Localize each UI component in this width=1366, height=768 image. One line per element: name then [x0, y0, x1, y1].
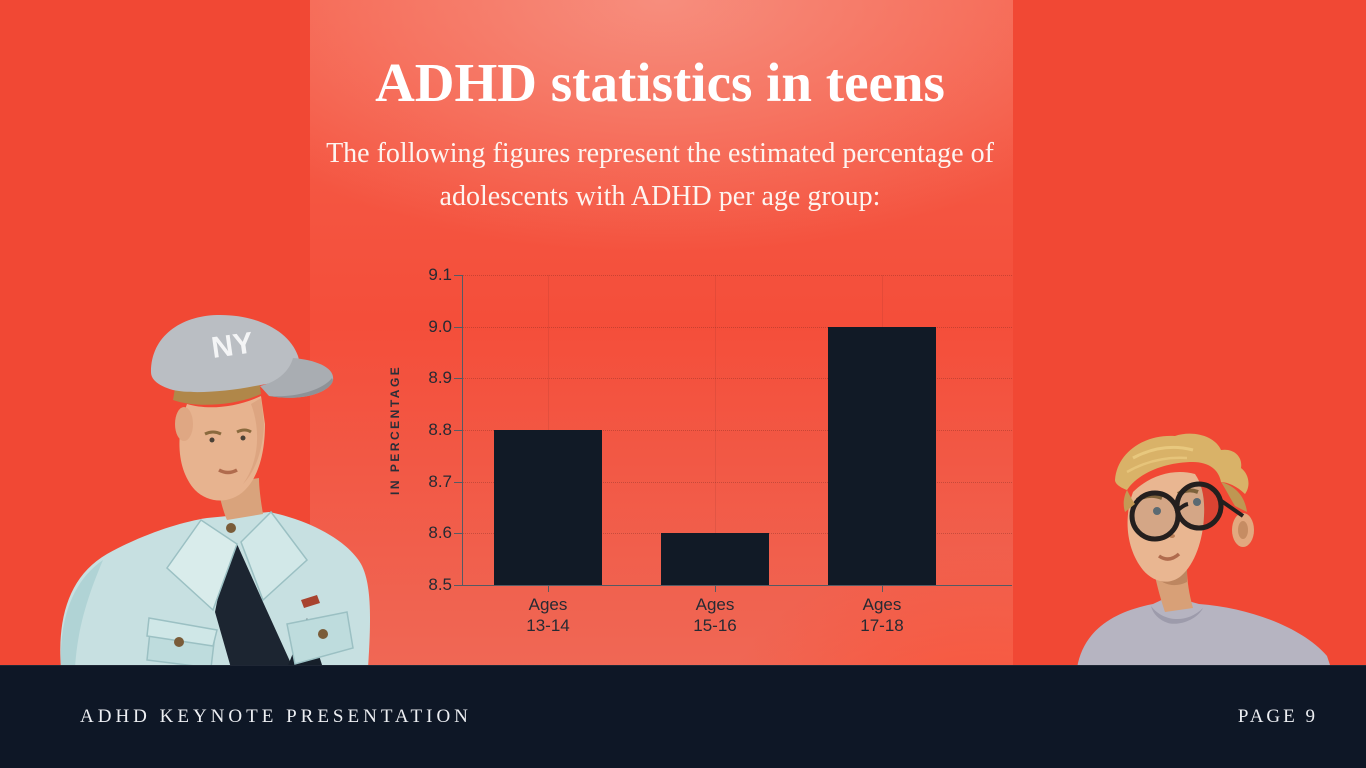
y-axis-line: [462, 275, 463, 586]
svg-text:NY: NY: [209, 326, 255, 364]
y-tick-label: 8.9: [428, 368, 452, 388]
subtitle-line-2: adolescents with ADHD per age group:: [439, 181, 881, 212]
y-tick-label: 8.5: [428, 575, 452, 594]
slide-header: ADHD statistics in teens The following f…: [0, 0, 1320, 218]
right-photo-teen-glasses: [1077, 433, 1331, 668]
y-tick-mark: [454, 481, 462, 483]
y-tick-label: 8.6: [428, 523, 452, 543]
chart-bar: [661, 533, 769, 585]
y-tick-label: 9.1: [428, 265, 452, 284]
chart-bar: [494, 430, 602, 585]
x-tick-label: Ages 13-14: [526, 595, 570, 635]
y-tick-mark: [454, 326, 462, 328]
page-title: ADHD statistics in teens: [375, 52, 945, 113]
y-tick-label: 8.7: [428, 471, 452, 491]
h-gridline: [462, 430, 1012, 431]
x-tick-label: Ages 15-16: [693, 595, 737, 635]
y-tick-mark: [454, 585, 462, 586]
y-tick-mark: [454, 533, 462, 535]
y-axis-title: IN PERCENTAGE: [388, 364, 402, 496]
x-tick-mark: [715, 586, 716, 592]
footer-presentation-title: ADHD KEYNOTE PRESENTATION: [80, 706, 472, 727]
x-tick-mark: [548, 586, 549, 592]
slide-subtitle: The following figures represent the esti…: [0, 132, 1320, 218]
x-tick-mark: [882, 586, 883, 592]
v-gridline: [715, 275, 716, 585]
left-photo-teen-cap: NY: [60, 314, 371, 668]
y-tick-label: 8.8: [428, 420, 452, 439]
chart-bar: [828, 326, 936, 585]
subtitle-line-1: The following figures represent the esti…: [326, 138, 994, 169]
y-tick-mark: [454, 430, 462, 431]
x-axis-line: [462, 585, 1012, 586]
y-tick-mark: [454, 378, 462, 380]
x-tick-label: Ages 17-18: [860, 595, 904, 635]
h-gridline: [462, 378, 1012, 380]
footer-bar: ADHD KEYNOTE PRESENTATION PAGE 9: [0, 665, 1366, 768]
h-gridline: [462, 326, 1012, 328]
y-tick-label: 9.0: [428, 316, 452, 336]
y-tick-mark: [454, 275, 462, 276]
footer-page-number: PAGE 9: [1237, 706, 1318, 727]
h-gridline: [462, 275, 1012, 276]
h-gridline: [462, 481, 1012, 483]
